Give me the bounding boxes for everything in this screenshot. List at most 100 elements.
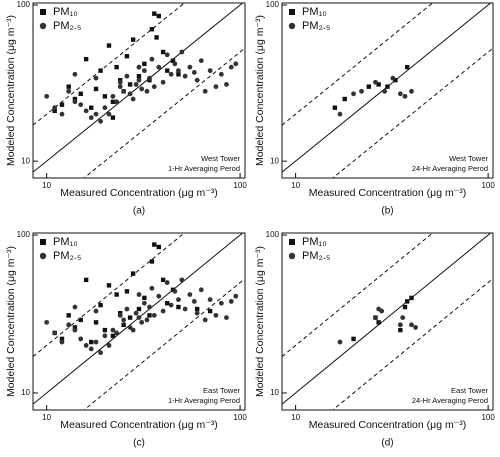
point (373, 79, 378, 85)
plot-frame (281, 232, 494, 411)
point (337, 339, 343, 345)
legend-label: PM₁₀ (302, 236, 327, 248)
point (117, 84, 123, 90)
x-tick-label: 10 (42, 413, 51, 422)
point (182, 73, 188, 79)
point (83, 56, 89, 62)
point (164, 52, 170, 58)
point (124, 54, 130, 59)
point (207, 68, 213, 74)
point (93, 86, 99, 92)
point (78, 317, 83, 323)
point (78, 91, 83, 96)
point (224, 82, 229, 87)
point (160, 79, 166, 85)
point (224, 315, 229, 321)
point (176, 72, 181, 77)
legend-marker (40, 9, 46, 15)
point (114, 330, 120, 336)
point (366, 84, 371, 89)
point (139, 319, 145, 325)
point (127, 82, 133, 87)
point (83, 277, 89, 283)
point (93, 320, 99, 325)
annotation: East Tower (203, 386, 240, 395)
point (66, 84, 71, 89)
point (136, 315, 142, 321)
reference-line (282, 233, 434, 357)
point (152, 242, 157, 247)
point (172, 288, 178, 294)
x-axis-label: Measured Concentration (μg m⁻³) (309, 419, 467, 431)
point (202, 88, 208, 94)
point (117, 79, 123, 85)
point (351, 91, 356, 97)
point (154, 35, 159, 40)
point (228, 298, 234, 304)
point (376, 320, 381, 325)
point (400, 315, 406, 321)
point (121, 317, 127, 323)
point (156, 293, 162, 299)
point (172, 61, 178, 67)
point (390, 75, 396, 81)
point (176, 68, 181, 74)
x-axis-label: Measured Concentration (μg m⁻³) (309, 187, 467, 199)
annotation: East Tower (451, 386, 488, 395)
annotation: 1-Hr Averaging Perod (168, 164, 240, 173)
point (141, 68, 147, 74)
point (124, 289, 130, 294)
point (130, 96, 136, 102)
point (110, 327, 116, 333)
point (93, 75, 99, 81)
point (156, 244, 162, 250)
legend-label: PM₂.₅ (302, 250, 330, 262)
point (373, 315, 378, 321)
point (149, 56, 155, 62)
point (385, 84, 390, 89)
point (136, 73, 142, 79)
reference-line (282, 3, 434, 126)
point (72, 325, 78, 330)
point (59, 336, 65, 342)
point (44, 93, 50, 99)
point (152, 11, 157, 16)
point (213, 312, 219, 318)
point (78, 102, 84, 108)
y-tick-label: 10 (21, 156, 30, 165)
point (351, 336, 356, 342)
point (151, 312, 157, 318)
point (44, 319, 50, 325)
point (405, 64, 410, 70)
panel-label: (a) (133, 206, 145, 217)
point (194, 77, 200, 83)
legend-marker (40, 239, 46, 245)
reference-line (83, 278, 245, 410)
point (106, 283, 112, 288)
plot-frame (281, 2, 494, 179)
point (332, 105, 338, 110)
point (93, 111, 99, 117)
point (165, 301, 170, 306)
point (379, 308, 385, 314)
legend-label: PM₂.₅ (53, 20, 81, 32)
point (160, 308, 166, 314)
point (149, 259, 155, 264)
point (52, 330, 58, 336)
point (78, 336, 84, 342)
legend-marker (289, 9, 295, 15)
point (133, 82, 139, 87)
point (124, 73, 130, 79)
y-tick-label: 100 (266, 230, 280, 239)
panel-label: (d) (381, 438, 393, 449)
point (117, 312, 123, 318)
point (114, 292, 119, 297)
legend-marker (39, 22, 47, 30)
legend-label: PM₁₀ (53, 6, 78, 18)
x-tick-label: 10 (291, 413, 300, 422)
point (218, 300, 224, 306)
legend-marker (288, 22, 296, 30)
point (168, 71, 174, 77)
point (52, 108, 57, 114)
